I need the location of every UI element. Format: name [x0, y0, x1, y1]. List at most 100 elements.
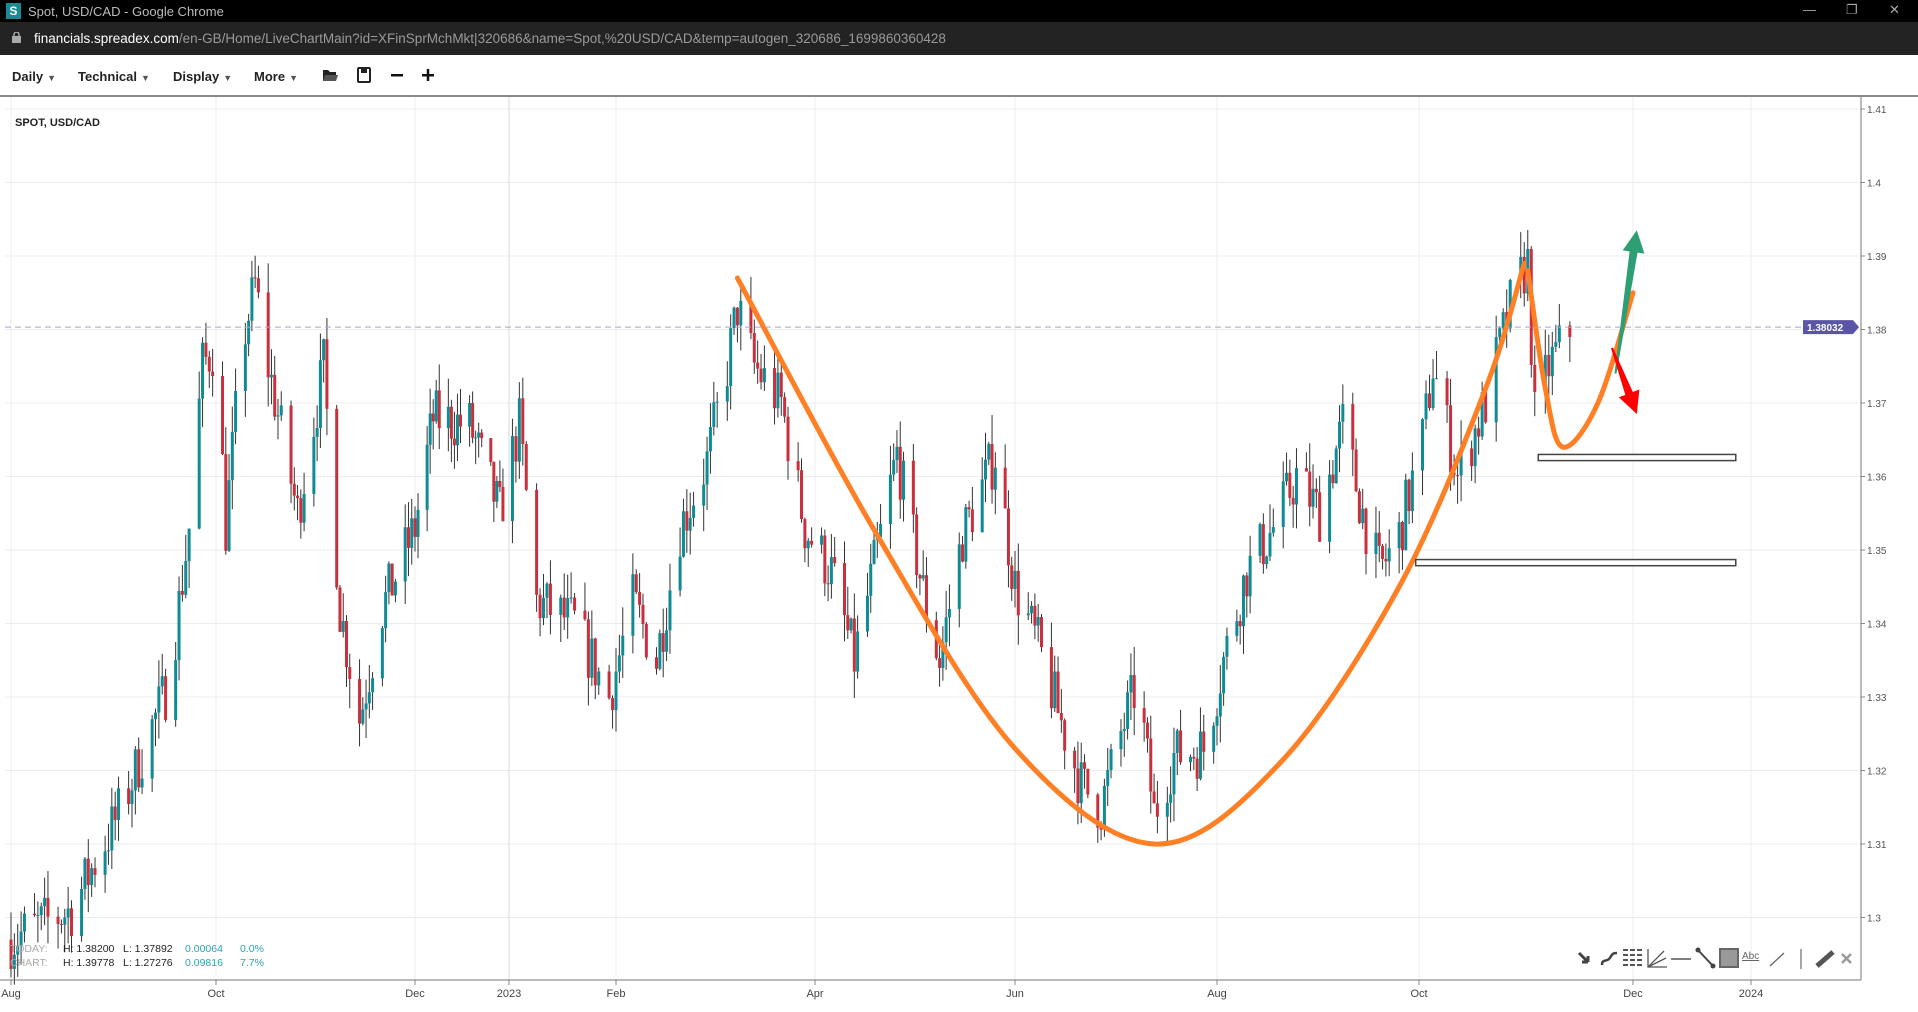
- trend-line-icon[interactable]: [1694, 945, 1716, 971]
- y-tick-label: 1.37: [1867, 399, 1887, 410]
- candle-body: [1036, 617, 1040, 626]
- candle-body: [607, 671, 611, 699]
- candle-body: [1404, 479, 1408, 551]
- candle-body: [106, 850, 110, 852]
- candle-body: [413, 518, 417, 537]
- candle-body: [160, 676, 164, 687]
- window-title: Spot, USD/CAD - Google Chrome: [28, 4, 224, 19]
- candle-body: [1318, 492, 1322, 542]
- menu-display[interactable]: Display ▼: [173, 69, 232, 84]
- candle-body: [69, 908, 73, 937]
- candle-body: [938, 658, 942, 668]
- candle-body: [256, 278, 260, 293]
- candle-body: [566, 597, 570, 618]
- candle-body: [273, 374, 277, 417]
- candle-body: [993, 467, 997, 490]
- candle-body: [1424, 393, 1428, 420]
- candle-body: [915, 514, 919, 576]
- close-icon[interactable]: [1836, 945, 1858, 971]
- gridlines: [5, 97, 1861, 980]
- open-folder-icon[interactable]: [321, 66, 339, 84]
- current-price-badge: [1803, 320, 1859, 335]
- fibonacci-icon[interactable]: [1622, 945, 1644, 971]
- candle-body: [1364, 508, 1368, 555]
- candle-body: [634, 574, 638, 593]
- restore-icon[interactable]: ❐: [1846, 2, 1858, 17]
- horizontal-line-icon[interactable]: [1670, 945, 1692, 971]
- candle-body: [452, 438, 456, 446]
- candle-body: [752, 333, 756, 363]
- candle-body: [739, 300, 743, 326]
- url-text[interactable]: financials.spreadex.com/en-GB/Home/LiveC…: [34, 31, 946, 46]
- menu-display-label: Display: [173, 69, 220, 84]
- zoom-out-icon[interactable]: [388, 66, 406, 84]
- candle-body: [63, 917, 67, 925]
- line-icon[interactable]: [1766, 945, 1788, 971]
- price-chart[interactable]: 1.3 1.31 1.32 1.33 1.34 1.35 1.36 1.37 1.38 1.39 1…: [0, 97, 1918, 1012]
- candle-body: [1241, 575, 1245, 627]
- candle-body: [1384, 558, 1388, 562]
- candle-body: [545, 583, 549, 598]
- x-tick-label: 2024: [1739, 988, 1763, 1000]
- candle-body: [1102, 785, 1106, 830]
- menu-daily[interactable]: Daily ▼: [12, 69, 56, 84]
- candle-body: [477, 432, 481, 438]
- candle-body: [1265, 556, 1269, 565]
- candle-body: [967, 507, 971, 510]
- candle-body: [1501, 312, 1505, 329]
- candle-body: [1119, 731, 1123, 750]
- candle-body: [296, 495, 300, 499]
- candle-body: [180, 590, 184, 595]
- today-low: L: 1.37892: [123, 943, 173, 955]
- zoom-in-icon[interactable]: [419, 66, 437, 84]
- candle-body: [957, 544, 961, 609]
- candle-body: [1361, 508, 1365, 524]
- candle-body: [1179, 730, 1183, 763]
- candle-body: [562, 597, 566, 618]
- candle-body: [668, 590, 672, 631]
- candle-body: [856, 631, 860, 672]
- caret-down-icon: ▼: [289, 73, 298, 83]
- candle-body: [1215, 716, 1219, 726]
- candle-body: [299, 498, 303, 523]
- site-logo: S: [6, 3, 21, 19]
- candle-body: [1331, 474, 1335, 484]
- candle-body: [1099, 827, 1103, 830]
- candle-body: [80, 889, 84, 937]
- candle-body: [387, 563, 391, 593]
- url-host: financials.spreadex.com: [34, 31, 179, 46]
- candle-body: [83, 858, 87, 890]
- minimize-icon[interactable]: —: [1803, 2, 1816, 17]
- candle-body: [1049, 647, 1053, 709]
- candle-body: [9, 939, 13, 969]
- ruler-icon[interactable]: [1814, 945, 1836, 971]
- candle-body: [961, 544, 965, 562]
- candle-body: [227, 480, 231, 551]
- candle-body: [803, 519, 807, 549]
- arrow-icon[interactable]: [1574, 945, 1596, 971]
- candle-body: [1006, 508, 1010, 566]
- bullish-arrow-icon: [1614, 230, 1645, 374]
- bearish-arrow-icon: [1611, 347, 1640, 415]
- y-tick-label: 1.32: [1867, 767, 1887, 778]
- menu-more[interactable]: More ▼: [254, 69, 298, 84]
- text-icon[interactable]: Abc: [1742, 951, 1760, 962]
- close-window-icon[interactable]: ✕: [1889, 2, 1900, 17]
- menu-technical[interactable]: Technical ▼: [78, 69, 150, 84]
- candle-body: [849, 618, 853, 631]
- candle-body: [312, 436, 316, 494]
- candle-body: [1033, 605, 1037, 626]
- candle-body: [732, 307, 736, 329]
- candle-body: [174, 660, 178, 721]
- candle-body: [865, 595, 869, 632]
- save-icon[interactable]: [355, 66, 373, 84]
- candle-body: [164, 676, 168, 721]
- curve-icon[interactable]: [1598, 945, 1620, 971]
- address-bar[interactable]: financials.spreadex.com/en-GB/Home/LiveC…: [0, 22, 1918, 55]
- rectangle-icon[interactable]: [1718, 945, 1740, 971]
- candle-body: [197, 398, 201, 529]
- fan-icon[interactable]: [1646, 945, 1668, 971]
- candle-body: [692, 505, 696, 518]
- today-change: 0.00064: [185, 943, 223, 955]
- candle-body: [1073, 750, 1077, 769]
